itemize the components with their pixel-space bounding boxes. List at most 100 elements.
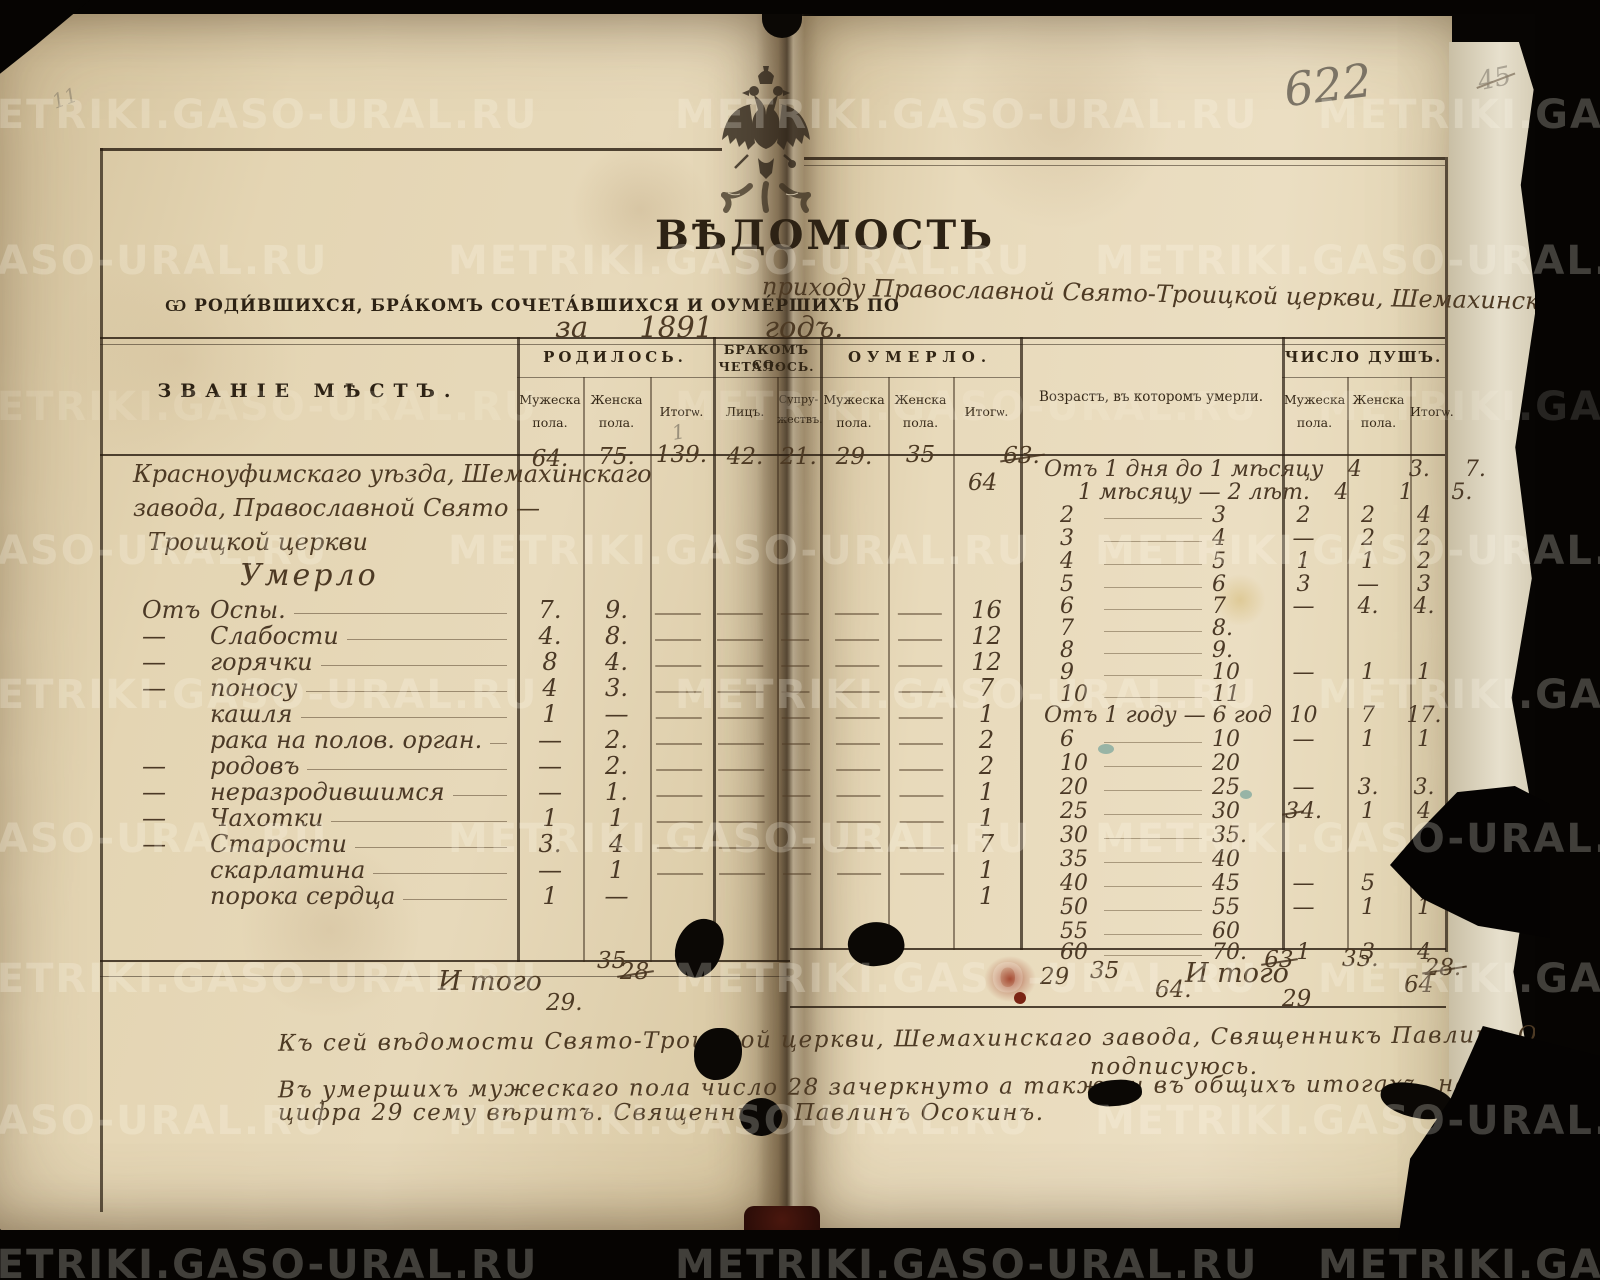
hand-dash: [1104, 955, 1202, 956]
age-total: 3.: [1413, 775, 1435, 800]
age-male: —: [1292, 660, 1315, 685]
female-line1: Женска: [894, 392, 947, 407]
col-line: [777, 377, 779, 962]
cause-row: скарлатина — 1 1: [132, 856, 1020, 884]
age-female: 1: [1361, 895, 1375, 920]
cause-total: 1: [978, 882, 995, 910]
age-row: Отъ 1 году — 6 год 10 7 17.: [1032, 703, 1447, 728]
age-to: 70.: [1212, 940, 1247, 965]
age-to: 7: [1212, 594, 1226, 619]
place-line2: завода, Православной Свято —: [133, 494, 541, 522]
age-to: 20: [1212, 751, 1240, 776]
age-female: 3.: [1357, 775, 1379, 800]
age-to: 55: [1212, 895, 1240, 920]
col-line: [953, 377, 955, 950]
group-header-died: ОУМЕРЛО.: [847, 348, 993, 366]
age-row: 30 35.: [1032, 823, 1447, 848]
hand-dash: [403, 899, 507, 900]
col-header-born-total: Итогѡ.: [659, 404, 704, 419]
age-row: 9 10 — 1 1: [1032, 660, 1447, 685]
cause-name: рака на полов. орган.: [210, 726, 483, 754]
cause-row: — поносу 4 3. 7: [132, 674, 1020, 702]
cause-name: неразродившимся: [210, 778, 445, 806]
totals-right-female: 35.: [1342, 946, 1379, 972]
age-male-new: 4.: [1301, 799, 1322, 824]
age-from: 10: [1060, 682, 1088, 707]
cause-female: 9.: [605, 596, 628, 624]
hand-dash: [1104, 766, 1202, 767]
frame-rule: [804, 157, 1445, 160]
male-line1: Мужеска: [1283, 392, 1346, 407]
hand-dash: [1104, 697, 1202, 698]
age-total: 4: [1417, 799, 1431, 824]
unions-line1: Супру-: [778, 393, 819, 406]
cause-row: — горячки 8 4. 12: [132, 648, 1020, 676]
cause-row: — Слабости 4. 8. 12: [132, 622, 1020, 650]
age-row: 1 мѣсяцу — 2 лѣт. 4 1 5.: [1032, 480, 1472, 505]
died-total-struck: 63.: [1003, 443, 1040, 469]
totals-left-male-struck: 28: [619, 959, 650, 985]
died-total-corrected: 64: [968, 470, 998, 496]
female-line2: пола.: [1360, 415, 1397, 431]
female-line1: Женска: [1352, 392, 1405, 407]
age-from: 20: [1060, 775, 1088, 800]
cause-female: 8.: [605, 622, 628, 650]
age-to: 8.: [1212, 616, 1233, 641]
age-row: 10 20: [1032, 751, 1447, 776]
cause-male: 8: [542, 648, 558, 676]
col-header-zvanie-mest: ЗВАНІЕ МѢСТЪ.: [157, 380, 460, 402]
hand-dash: [300, 717, 507, 718]
group-header-souls: ЧИСЛО ДУШЪ.: [1284, 348, 1443, 366]
cause-total: 2: [978, 726, 995, 754]
married-unions-value: 21.: [780, 444, 817, 470]
cause-female: 1.: [605, 778, 628, 806]
age-male: —: [1292, 526, 1315, 551]
cause-row: рака на полов. орган. — 2. 2: [132, 726, 1020, 754]
col-header-born-female: Женска пола.: [583, 388, 650, 434]
cause-female: 4.: [605, 648, 628, 676]
age-total: 17.: [1406, 703, 1442, 728]
hand-dash: [1104, 541, 1202, 542]
ink-blot: [694, 1028, 742, 1080]
hand-dash: [305, 691, 507, 692]
hand-dash: [1104, 934, 1202, 935]
col-line: [1020, 337, 1023, 950]
age-male: —: [1292, 727, 1315, 752]
outer-border-right: [1445, 157, 1448, 952]
cause-name: Чахотки: [210, 804, 324, 832]
cause-female: 2.: [605, 752, 628, 780]
age-row: Отъ 1 дня до 1 мѣсяцу 4 3. 7.: [1032, 457, 1486, 482]
age-from: 9: [1060, 660, 1074, 685]
table-foot-rule-right: [790, 1006, 1446, 1008]
cause-female: —: [604, 882, 629, 910]
hand-dash: [1104, 675, 1202, 676]
col-line: [820, 337, 823, 950]
group-underline: [1282, 377, 1445, 378]
totals-mid-total-struck: 63: [1264, 947, 1294, 973]
table-bottom-rule-left: [100, 960, 790, 962]
totals-mid-male: 29: [1040, 964, 1070, 990]
female-line2: пола.: [902, 415, 939, 431]
age-from: 3: [1060, 526, 1074, 551]
totals-left-male-corrected: 29.: [546, 990, 583, 1016]
col-header-died-male: Мужеска пола.: [820, 388, 888, 434]
age-from: 30: [1060, 823, 1088, 848]
col-header-died-female: Женска пола.: [888, 388, 953, 434]
age-to: 6: [1212, 572, 1226, 597]
age-male: 3: [1296, 572, 1311, 597]
col-header-died-total: Итогѡ.: [964, 404, 1009, 419]
age-from: 25: [1060, 799, 1088, 824]
col-header-born-male: Мужеска пола.: [517, 388, 583, 434]
cause-prefix: —: [142, 830, 166, 858]
imperial-double-eagle-stamp-icon: [714, 64, 818, 236]
hand-dash: [1104, 631, 1202, 632]
group-underline: [713, 377, 820, 378]
table-bottom-rule-left-thin: [100, 976, 790, 977]
hand-dash: [1104, 814, 1202, 815]
cause-total: 12: [971, 622, 1002, 650]
cause-female: 3.: [605, 674, 628, 702]
cause-prefix: —: [142, 778, 166, 806]
age-female: 1: [1361, 549, 1375, 574]
teal-speck: [1240, 790, 1252, 799]
born-female-value: 75.: [598, 444, 635, 470]
